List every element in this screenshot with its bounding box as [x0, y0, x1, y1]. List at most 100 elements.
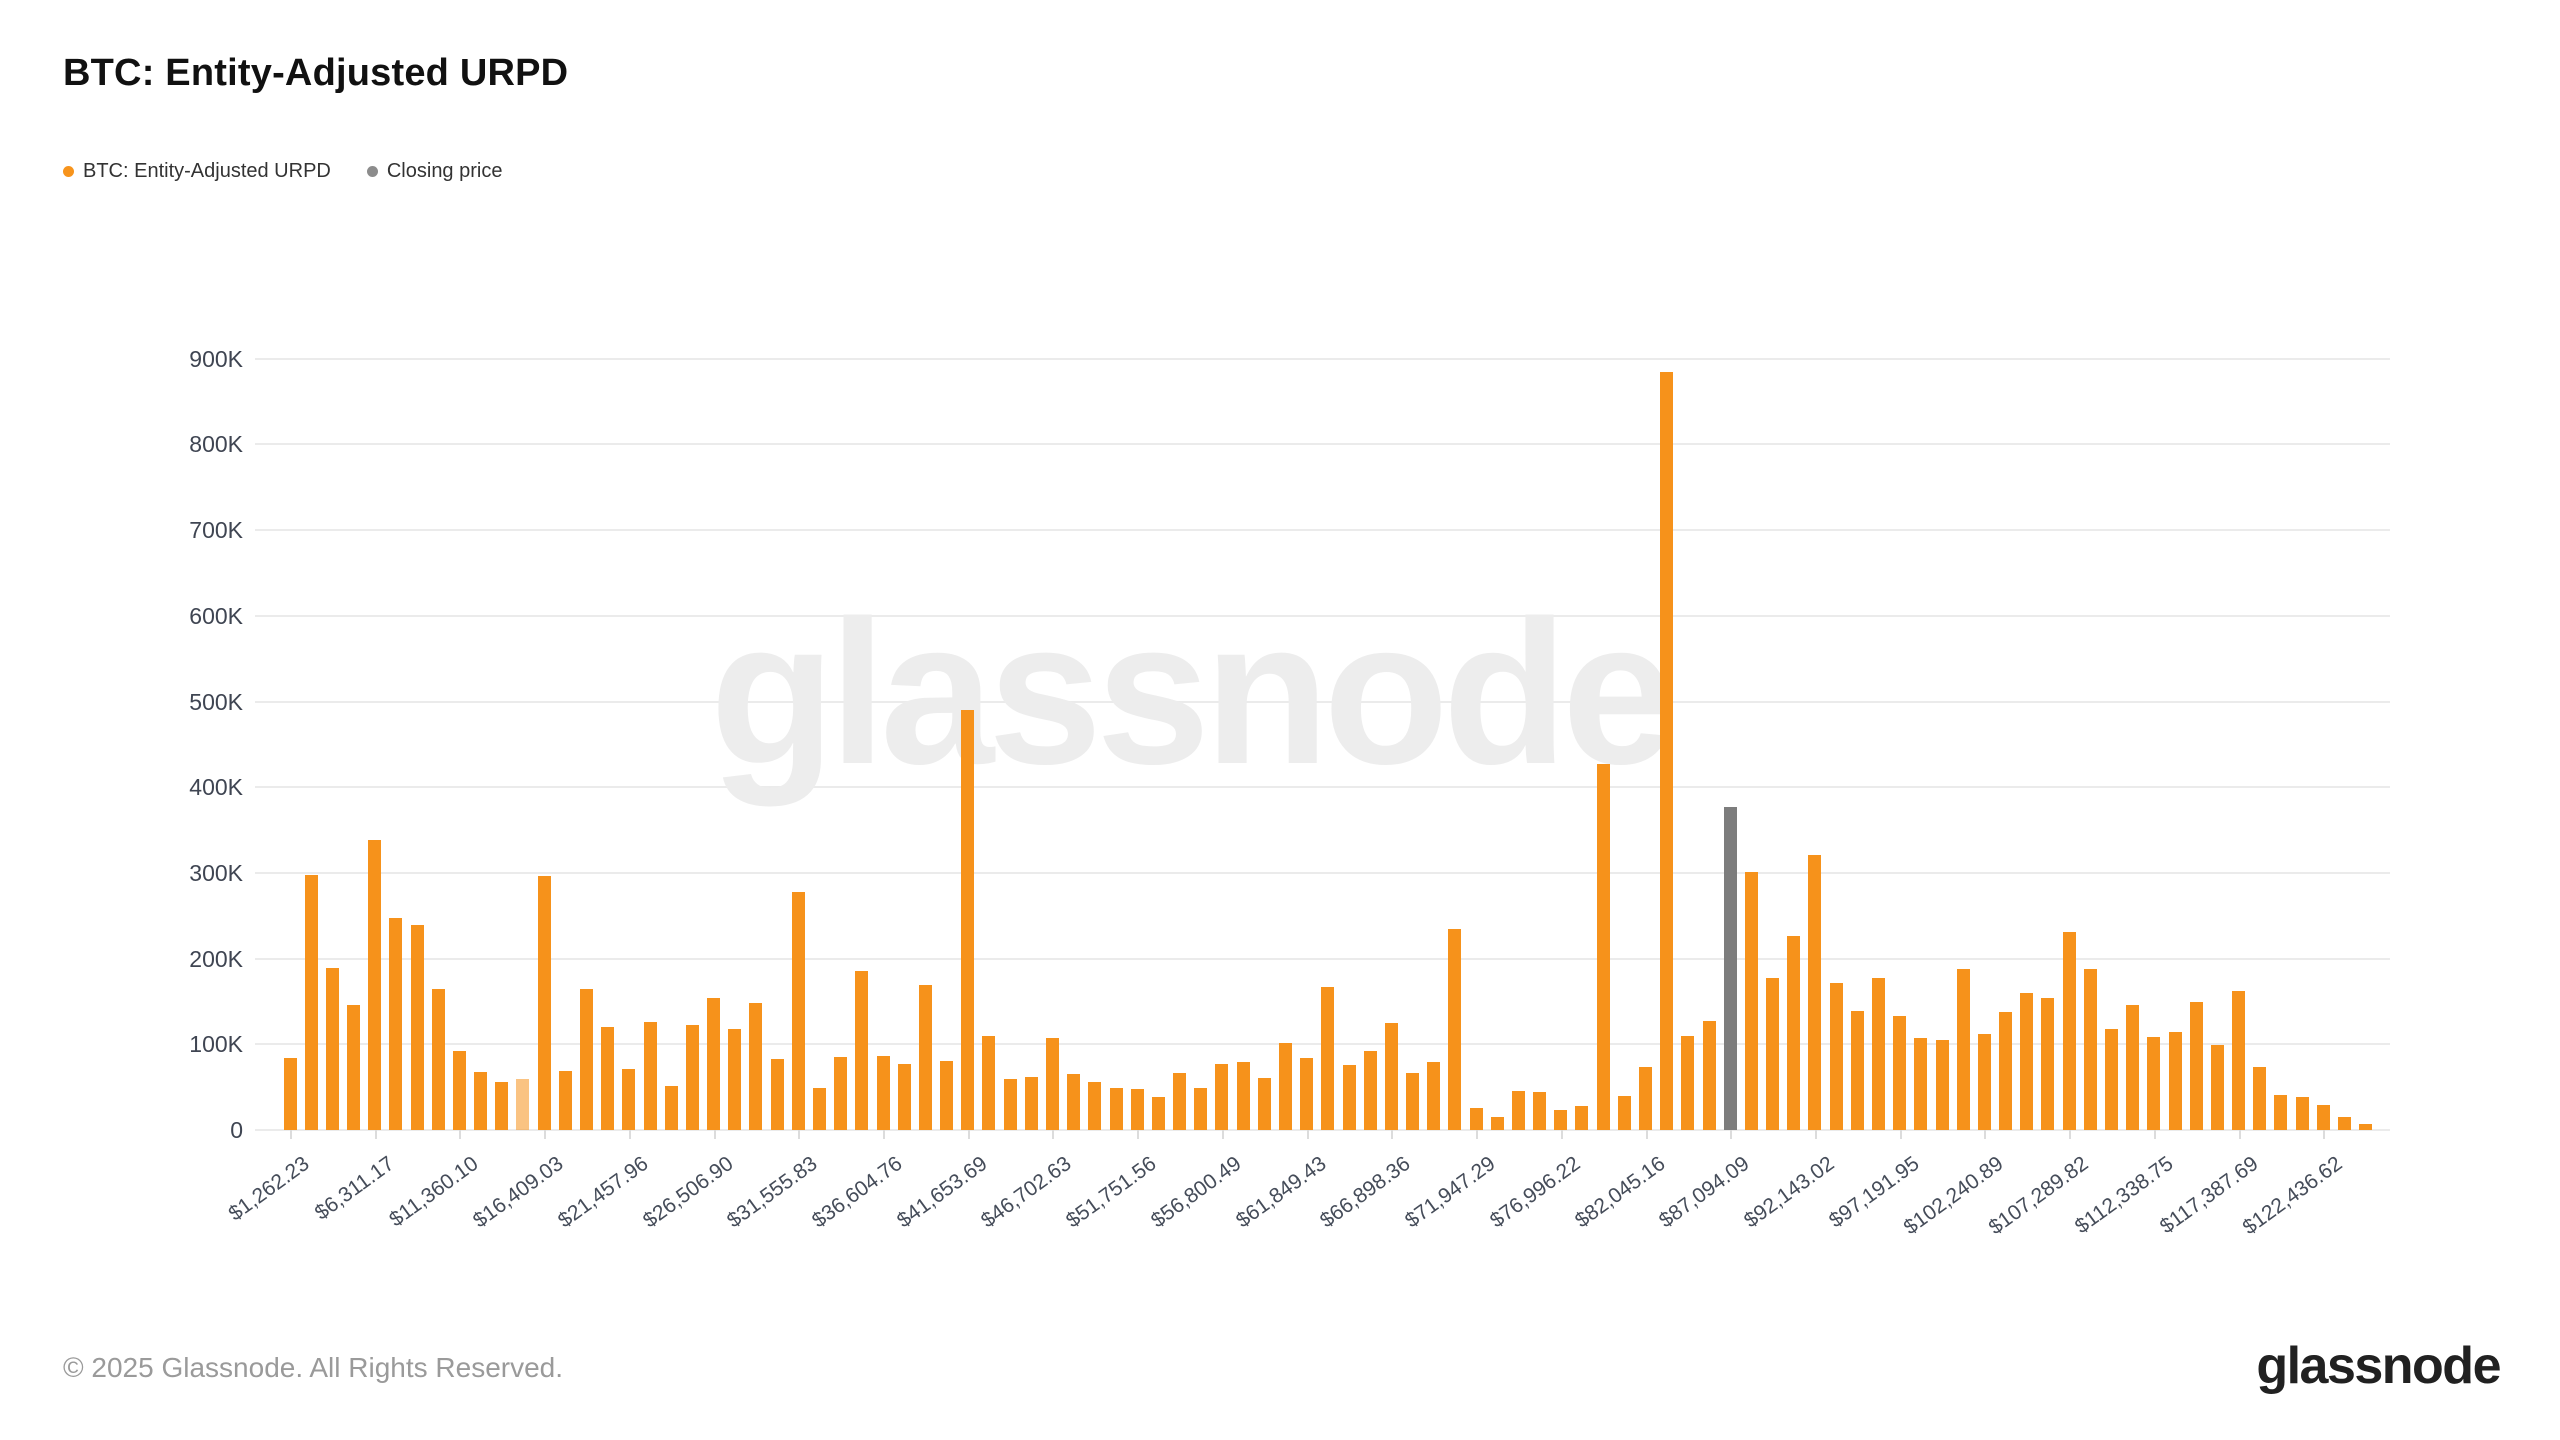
urpd-bar [2253, 1066, 2267, 1130]
urpd-bar [2020, 992, 2034, 1130]
gridline [255, 357, 2390, 360]
x-axis-tick-mark [967, 1130, 970, 1139]
urpd-bar [1681, 1035, 1695, 1130]
urpd-bar [2210, 1045, 2224, 1130]
y-axis-tick-label: 300K [189, 859, 243, 886]
y-axis-tick-label: 600K [189, 602, 243, 629]
urpd-bar [1999, 1011, 2013, 1130]
x-axis-tick-mark [374, 1130, 377, 1139]
urpd-bar [1003, 1078, 1017, 1130]
y-axis-tick-label: 900K [189, 345, 243, 372]
urpd-bar [1151, 1097, 1165, 1130]
urpd-bar [1639, 1066, 1653, 1130]
urpd-bar [1829, 982, 1843, 1130]
urpd-bar [1173, 1073, 1187, 1130]
chart-title: BTC: Entity-Adjusted URPD [63, 52, 569, 94]
y-axis-tick-label: 700K [189, 517, 243, 544]
x-axis-tick-mark [2238, 1130, 2241, 1139]
urpd-bar [1872, 978, 1885, 1130]
urpd-bar [897, 1064, 911, 1130]
legend-label-closing-price: Closing price [386, 160, 503, 182]
urpd-bar [1278, 1042, 1292, 1130]
x-axis-tick-mark [1221, 1130, 1224, 1139]
urpd-bar [1067, 1074, 1081, 1130]
x-axis-tick-label: $36,604.76 [807, 1152, 907, 1233]
urpd-bar [1766, 978, 1780, 1130]
gridline [255, 529, 2390, 532]
urpd-bar [1300, 1058, 1314, 1130]
urpd-bar [2274, 1094, 2288, 1130]
urpd-bar [1342, 1064, 1356, 1130]
urpd-bar [1490, 1117, 1504, 1130]
urpd-bar [1935, 1040, 1949, 1130]
copyright-text: © 2025 Glassnode. All Rights Reserved. [63, 1352, 564, 1383]
legend: BTC: Entity-Adjusted URPD Closing price [63, 160, 502, 183]
urpd-bar [2359, 1124, 2373, 1130]
urpd-bar [537, 876, 551, 1130]
urpd-bar [1850, 1010, 1864, 1130]
urpd-bar [1575, 1106, 1589, 1130]
urpd-bar [1660, 371, 1674, 1130]
x-axis-tick-label: $56,800.49 [1146, 1152, 1246, 1233]
x-axis-tick-mark [628, 1130, 631, 1139]
legend-item-urpd[interactable]: BTC: Entity-Adjusted URPD [63, 160, 331, 183]
urpd-bar [410, 925, 424, 1130]
x-axis-tick-label: $1,262.23 [224, 1152, 314, 1226]
urpd-bar [2126, 1004, 2140, 1130]
urpd-bar [1448, 928, 1462, 1130]
closing-price-bar [1723, 806, 1737, 1130]
urpd-bar [770, 1058, 784, 1130]
x-axis-tick-mark [1137, 1130, 1140, 1139]
gridline [255, 614, 2390, 617]
urpd-bar [1744, 872, 1758, 1130]
x-axis-tick-mark [459, 1130, 462, 1139]
urpd-bar [580, 988, 594, 1130]
urpd-bar [1596, 764, 1610, 1130]
x-axis-tick-label: $26,506.90 [638, 1152, 738, 1233]
x-axis-tick-label: $21,457.96 [553, 1152, 653, 1233]
x-axis-tick-label: $66,898.36 [1316, 1152, 1415, 1233]
urpd-bar [283, 1058, 297, 1130]
urpd-bar [1384, 1022, 1398, 1130]
urpd-bar [791, 891, 805, 1130]
urpd-bar [304, 875, 318, 1130]
x-axis-tick-label: $61,849.43 [1231, 1152, 1331, 1233]
urpd-bar [1893, 1016, 1907, 1130]
urpd-bar [347, 1004, 361, 1130]
urpd-bar [2147, 1037, 2161, 1130]
urpd-bar [2041, 998, 2055, 1130]
x-axis-tick-mark [713, 1130, 716, 1139]
urpd-bar [1427, 1062, 1441, 1130]
y-axis-tick-label: 100K [189, 1031, 243, 1058]
gridline [255, 871, 2390, 874]
urpd-bar [813, 1088, 826, 1130]
gridline [255, 443, 2390, 446]
urpd-bar [1554, 1110, 1568, 1130]
urpd-bar [940, 1061, 954, 1130]
y-axis-tick-label: 800K [189, 431, 243, 458]
legend-item-closing-price[interactable]: Closing price [366, 160, 503, 183]
urpd-bar [1363, 1051, 1377, 1130]
glassnode-logo: glassnode [2256, 1337, 2501, 1395]
urpd-bar [474, 1071, 488, 1130]
glassnode-watermark: glassnode [710, 578, 1676, 807]
x-axis-tick-mark [1984, 1130, 1987, 1139]
urpd-bar [2168, 1032, 2182, 1130]
x-axis-tick-mark [883, 1130, 886, 1139]
urpd-bar [834, 1057, 848, 1130]
urpd-bar [2062, 932, 2076, 1130]
urpd-bar [961, 710, 975, 1130]
x-axis-tick-label: $16,409.03 [469, 1152, 568, 1233]
urpd-bar [1977, 1034, 1991, 1130]
urpd-bar [855, 971, 869, 1130]
x-axis-tick-label: $31,555.83 [723, 1152, 822, 1233]
urpd-bar [1617, 1095, 1631, 1130]
urpd-bar [389, 918, 403, 1130]
urpd-bar [1045, 1038, 1059, 1130]
urpd-bar [982, 1035, 996, 1130]
urpd-bar [1257, 1077, 1271, 1130]
x-axis-tick-mark [1899, 1130, 1902, 1139]
urpd-bar [918, 985, 932, 1130]
gridline [255, 957, 2390, 960]
urpd-bar [2337, 1117, 2351, 1130]
